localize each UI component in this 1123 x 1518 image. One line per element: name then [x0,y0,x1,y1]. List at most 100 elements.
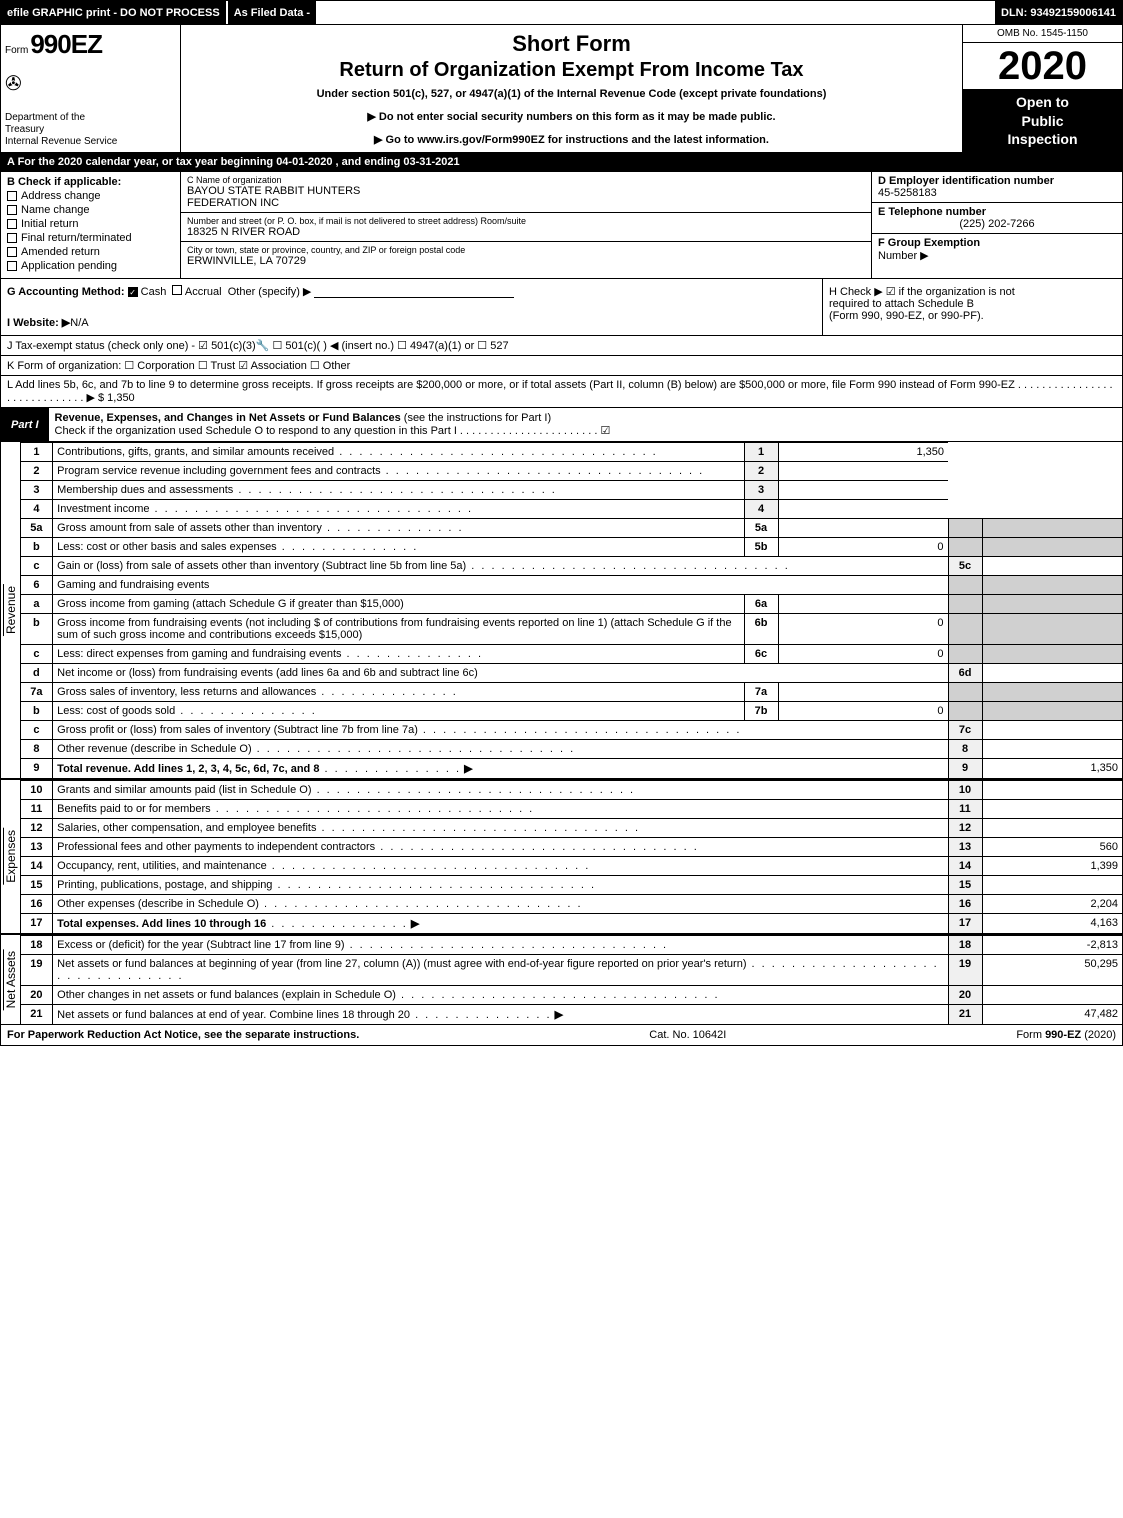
rn-shade [948,645,982,664]
mn: 5a [744,519,778,538]
name-label: C Name of organization [187,175,865,185]
line-l: L Add lines 5b, 6c, and 7b to line 9 to … [1,376,1122,408]
goto-line: ▶ Go to www.irs.gov/Form990EZ for instru… [191,133,952,146]
tel-value: (225) 202-7266 [878,218,1116,230]
chk-amended-return[interactable]: Amended return [7,246,174,258]
desc: Net income or (loss) from fundraising ev… [53,664,948,683]
ln: 6 [21,576,53,595]
ein-value: 45-5258183 [878,187,1116,199]
expenses-section: Expenses 10Grants and similar amounts pa… [1,778,1122,933]
revenue-table: 1Contributions, gifts, grants, and simil… [21,442,1122,778]
chk-initial-return[interactable]: Initial return [7,218,174,230]
dots [266,918,408,930]
line-a-tax-year: A For the 2020 calendar year, or tax yea… [1,153,1122,172]
header-right: OMB No. 1545-1150 2020 Open to Public In… [962,25,1122,152]
footer-form: 990-EZ [1045,1029,1081,1041]
desc: Professional fees and other payments to … [53,838,948,857]
desc: Contributions, gifts, grants, and simila… [53,443,744,462]
chk-final-return[interactable]: Final return/terminated [7,232,174,244]
other-specify-line[interactable] [314,286,514,298]
form-header: Form 990EZ ✇ Department of the Treasury … [1,25,1122,153]
section-b-through-f: B Check if applicable: Address change Na… [1,172,1122,279]
rv-shade [982,595,1122,614]
org-name-row: C Name of organization BAYOU STATE RABBI… [181,172,871,213]
table-row: 6Gaming and fundraising events [21,576,1122,595]
rv-shade [982,683,1122,702]
table-row: 15Printing, publications, postage, and s… [21,876,1122,895]
chk-label: Initial return [21,218,78,230]
ln: b [21,538,53,557]
chk-address-change[interactable]: Address change [7,190,174,202]
expenses-side-label: Expenses [3,828,18,885]
rv: 1,350 [778,443,948,462]
expenses-table: 10Grants and similar amounts paid (list … [21,780,1122,933]
chk-name-change[interactable]: Name change [7,204,174,216]
ln: 1 [21,443,53,462]
checkbox-icon [7,191,17,201]
table-row: 7aGross sales of inventory, less returns… [21,683,1122,702]
table-row: 10Grants and similar amounts paid (list … [21,781,1122,800]
desc: Membership dues and assessments [53,481,744,500]
i-value: N/A [70,317,88,329]
rv-shade [982,576,1122,595]
table-row: cLess: direct expenses from gaming and f… [21,645,1122,664]
h-line3: (Form 990, 990-EZ, or 990-PF). [829,310,1116,322]
footer-left: For Paperwork Reduction Act Notice, see … [7,1029,359,1041]
desc: Other expenses (describe in Schedule O) [53,895,948,914]
col-d-e-f: D Employer identification number 45-5258… [872,172,1122,278]
desc-text: Total revenue. Add lines 1, 2, 3, 4, 5c,… [57,763,319,775]
ln: 3 [21,481,53,500]
ln: 18 [21,936,53,955]
form-prefix: Form [5,45,28,56]
ein-row: D Employer identification number 45-5258… [872,172,1122,203]
rn: 13 [948,838,982,857]
mn: 5b [744,538,778,557]
table-row: 2Program service revenue including gover… [21,462,1122,481]
desc: Program service revenue including govern… [53,462,744,481]
return-title: Return of Organization Exempt From Incom… [191,59,952,82]
mv: 0 [778,614,948,645]
b-label: B Check if applicable: [7,176,174,188]
ln: 14 [21,857,53,876]
table-row: 14Occupancy, rent, utilities, and mainte… [21,857,1122,876]
desc: Total revenue. Add lines 1, 2, 3, 4, 5c,… [53,759,948,779]
ln: c [21,721,53,740]
netassets-side-label: Net Assets [3,949,18,1010]
desc-text: Less: cost of goods sold [57,705,317,717]
desc-text: Gross amount from sale of assets other t… [57,522,463,534]
open-line3: Inspection [967,130,1118,148]
rn: 12 [948,819,982,838]
row-g-h: G Accounting Method: ✓ Cash Accrual Othe… [1,279,1122,336]
desc: Grants and similar amounts paid (list in… [53,781,948,800]
chk-cash-icon[interactable]: ✓ [128,287,138,297]
part-1-title: Revenue, Expenses, and Changes in Net As… [49,408,1122,441]
chk-application-pending[interactable]: Application pending [7,260,174,272]
mv: 0 [778,645,948,664]
mv [778,519,948,538]
ln: 11 [21,800,53,819]
table-row: 3Membership dues and assessments3 [21,481,1122,500]
rv [982,557,1122,576]
rv: 47,482 [982,1005,1122,1025]
part-1-label: Part I [1,415,49,435]
open-line2: Public [967,112,1118,130]
rn: 17 [948,914,982,934]
chk-accrual-icon[interactable] [172,285,182,295]
table-row: 20Other changes in net assets or fund ba… [21,986,1122,1005]
accrual-label: Accrual [185,286,222,298]
rn: 21 [948,1005,982,1025]
desc: Net assets or fund balances at end of ye… [53,1005,948,1025]
table-row: 9Total revenue. Add lines 1, 2, 3, 4, 5c… [21,759,1122,779]
rn: 15 [948,876,982,895]
ln: 19 [21,955,53,986]
desc: Net assets or fund balances at beginning… [53,955,948,986]
city-value: ERWINVILLE, LA 70729 [187,255,865,267]
desc-text: Total expenses. Add lines 10 through 16 [57,918,266,930]
desc: Gross profit or (loss) from sales of inv… [53,721,948,740]
desc: Gaming and fundraising events [53,576,948,595]
rv: 560 [982,838,1122,857]
netassets-side-label-col: Net Assets [1,935,21,1024]
city-row: City or town, state or province, country… [181,242,871,270]
ln: 20 [21,986,53,1005]
ln: 5a [21,519,53,538]
